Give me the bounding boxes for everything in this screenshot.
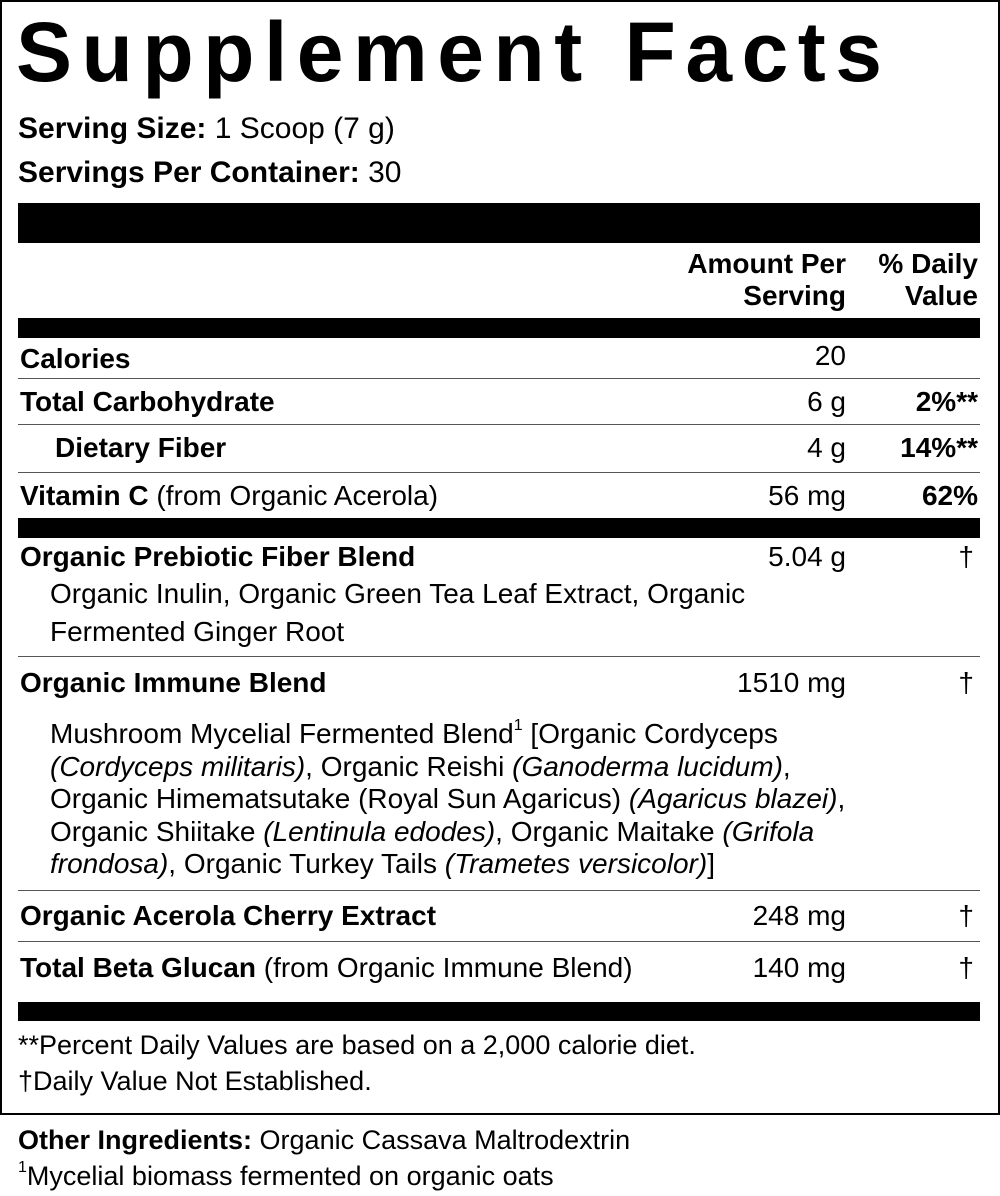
footnote-text: Daily Value Not Established. (33, 1066, 372, 1096)
other-ingredients-value: Organic Cassava Maltrodextrin (259, 1125, 631, 1155)
row-dv: 62% (921, 480, 978, 511)
dagger-icon: † (958, 541, 974, 572)
blend-ingredients: Mushroom Mycelial Fermented Blend1 [Orga… (50, 717, 846, 880)
footnote-not-established: †Daily Value Not Established. (18, 1065, 372, 1097)
row-dv: 14%** (900, 432, 978, 463)
row-name: Calories (20, 343, 131, 374)
dagger-icon: † (958, 667, 974, 698)
daily-value-header: % Daily Value (878, 248, 978, 312)
facts-panel-border (0, 0, 1000, 1115)
thick-divider (18, 1002, 980, 1021)
divider (18, 424, 980, 425)
servings-per-container: Servings Per Container: 30 (18, 156, 401, 190)
other-ingredients: Other Ingredients: Organic Cassava Maltr… (18, 1124, 630, 1156)
blend-name: Total Beta Glucan (from Organic Immune B… (20, 952, 633, 984)
blend-ingredients: Organic Inulin, Organic Green Tea Leaf E… (50, 578, 746, 609)
row-name: Dietary Fiber (55, 432, 227, 463)
divider (18, 941, 980, 942)
divider (18, 656, 980, 657)
amount-per-serving-header: Amount Per Serving (687, 248, 846, 312)
thick-divider (18, 203, 980, 243)
blend-ingredients: Fermented Ginger Root (50, 616, 345, 647)
row-amount: 4 g (807, 432, 846, 463)
divider (18, 378, 980, 379)
dagger-icon: † (18, 1066, 34, 1096)
blend-amount: 140 mg (752, 952, 846, 983)
row-amount: 6 g (807, 386, 846, 417)
footnote-mark: 1 (513, 717, 523, 734)
serving-size-value: 1 Scoop (7 g) (214, 112, 395, 145)
thick-divider (18, 518, 980, 538)
thick-divider (18, 318, 980, 338)
blend-name: Organic Acerola Cherry Extract (20, 900, 437, 931)
servings-per-container-value: 30 (368, 156, 402, 189)
header-line: Serving (743, 280, 846, 311)
footnote-mark: 1 (18, 1159, 27, 1176)
nutrient-name: Vitamin C (20, 480, 149, 511)
nutrient-note: (from Organic Acerola) (156, 480, 439, 511)
row-amount: 20 (814, 340, 846, 371)
serving-size: Serving Size: 1 Scoop (7 g) (18, 112, 395, 146)
dagger-icon: † (958, 900, 974, 931)
row-name: Vitamin C (from Organic Acerola) (20, 480, 438, 512)
header-line: Value (904, 280, 978, 311)
blend-amount: 1510 mg (737, 667, 846, 698)
nutrient-name: Total Beta Glucan (20, 952, 256, 983)
header-line: % Daily (878, 248, 978, 279)
header-line: Amount Per (687, 248, 846, 279)
row-dv: 2%** (915, 386, 978, 417)
servings-per-container-label: Servings Per Container: (18, 156, 360, 189)
divider (18, 890, 980, 891)
mycelial-footnote: 1Mycelial biomass fermented on organic o… (18, 1160, 554, 1192)
footnote-dv-basis: **Percent Daily Values are based on a 2,… (18, 1030, 696, 1060)
blend-name: Organic Prebiotic Fiber Blend (20, 541, 416, 572)
other-ingredients-label: Other Ingredients: (18, 1125, 253, 1155)
row-amount: 56 mg (768, 480, 846, 511)
serving-size-label: Serving Size: (18, 112, 207, 145)
row-name: Total Carbohydrate (20, 386, 275, 417)
dagger-icon: † (958, 952, 974, 983)
blend-amount: 248 mg (752, 900, 846, 931)
footnote-text: Mycelial biomass fermented on organic oa… (26, 1161, 554, 1191)
blend-amount: 5.04 g (768, 541, 846, 572)
nutrient-note: (from Organic Immune Blend) (263, 952, 633, 983)
divider (18, 472, 980, 473)
blend-name: Organic Immune Blend (20, 667, 327, 698)
panel-title: Supplement Facts (16, 5, 892, 99)
